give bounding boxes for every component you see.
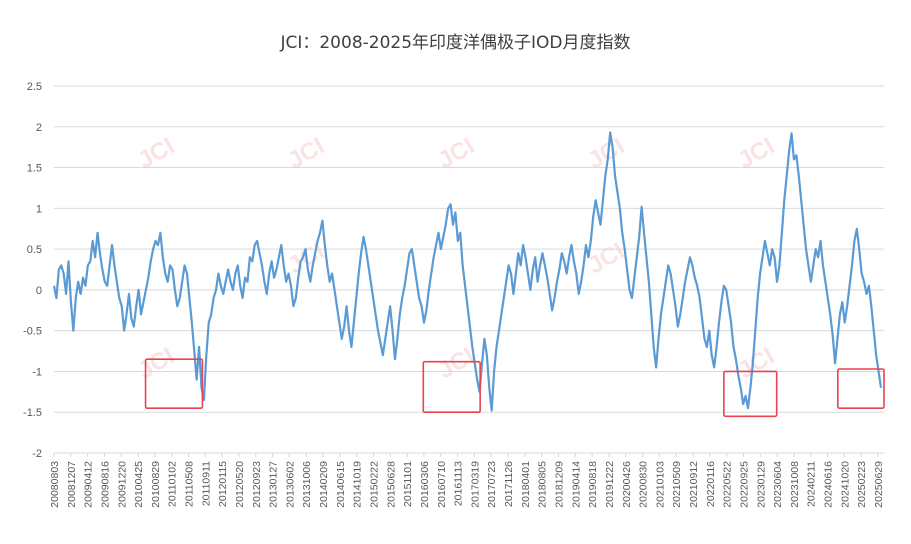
chart-title: JCI：2008-2025年印度洋偶极子IOD月度指数 [280, 33, 631, 53]
y-tick-labels: 2.5 2 1.5 1 0.5 0 -0.5 -1 -1.5 -2 [23, 81, 42, 460]
x-tick-label: 20150222 [369, 461, 381, 508]
y-tick-label: 0 [36, 285, 42, 297]
x-tick-label: 20090816 [99, 461, 111, 508]
x-tick-label: 20100829 [150, 461, 162, 508]
watermark-text: JCI [433, 132, 479, 174]
x-tick-label: 20190414 [570, 461, 582, 508]
y-tick-label: -0.5 [23, 326, 42, 338]
x-tick-label: 20180805 [537, 461, 549, 508]
x-tick-label: 20250629 [873, 461, 885, 508]
watermark-text: JCI [133, 342, 179, 384]
x-tick-label: 20170723 [486, 461, 498, 508]
x-tick-label: 20140615 [335, 461, 347, 508]
highlight-box [144, 358, 204, 409]
x-tick-label: 20240616 [823, 461, 835, 508]
x-tick-label: 20171126 [503, 461, 515, 507]
x-tick-label: 20160306 [419, 461, 431, 508]
x-tick-label: 20200830 [638, 461, 650, 508]
x-tick-label: 20081207 [66, 461, 78, 508]
watermark-text: JCI [733, 132, 779, 174]
y-tick-label: 2 [36, 122, 42, 134]
x-tick-label: 20180401 [520, 461, 532, 508]
x-tick-label: 20120520 [234, 461, 246, 508]
x-tick-label: 20230604 [772, 461, 784, 508]
x-tick-label: 20250223 [856, 461, 868, 508]
x-tick-label: 20100425 [133, 461, 145, 508]
x-tick-label: 20190818 [587, 461, 599, 508]
y-tick-label: 2.5 [27, 81, 42, 93]
highlight-box [422, 360, 481, 414]
x-tick-label: 20150628 [385, 461, 397, 508]
y-tick-label: -1 [32, 366, 42, 378]
x-tick-label: 20130602 [284, 461, 296, 508]
x-tick-label: 20120115 [217, 461, 229, 507]
watermark-text: JCI [283, 132, 329, 174]
x-tick-label: 20161113 [453, 461, 465, 506]
x-tick-label: 20210912 [688, 461, 700, 508]
series-line [52, 131, 883, 412]
x-tick-label: 20210103 [654, 461, 666, 508]
x-tick-label: 20140209 [318, 461, 330, 508]
x-tick-label: 20231008 [789, 461, 801, 508]
highlight-boxes [144, 358, 885, 418]
x-tick-label: 20240211 [806, 461, 818, 507]
x-tick-label: 20181209 [553, 461, 565, 508]
x-tick-label: 20080803 [49, 461, 61, 508]
y-tick-label: -2 [32, 448, 42, 460]
x-tick-label: 20241020 [839, 461, 851, 508]
x-tick-label: 20200426 [621, 461, 633, 508]
x-tick-label: 20151101 [402, 461, 414, 507]
x-tick-label: 20191222 [604, 461, 616, 508]
x-tick-label: 20160710 [436, 461, 448, 508]
x-tick-label: 20220522 [722, 461, 734, 508]
x-tick-label: 20220116 [705, 461, 717, 507]
y-tick-label: -1.5 [23, 407, 42, 419]
x-tick-label: 20141019 [352, 461, 364, 508]
x-tick-label: 20110911 [200, 461, 212, 506]
x-tick-label: 20220925 [738, 461, 750, 508]
x-tick-label: 20230129 [755, 461, 767, 508]
highlight-box [837, 368, 885, 409]
x-tick-label: 20110102 [167, 461, 179, 507]
highlight-box [723, 370, 778, 418]
x-tick-label: 20130127 [268, 461, 280, 508]
y-tick-label: 1 [36, 203, 42, 215]
x-tick-label: 20120923 [251, 461, 263, 508]
x-tick-labels: 20080803 20081207 20090412 20090816 20091220… [49, 453, 885, 508]
series-layer [52, 131, 883, 412]
x-tick-label: 20210509 [671, 461, 683, 508]
watermark-text: JCI [733, 342, 779, 384]
x-tick-label: 20091220 [116, 461, 128, 508]
y-tick-label: 0.5 [27, 244, 42, 256]
x-tick-label: 20131006 [301, 461, 313, 508]
x-tick-label: 20110508 [184, 461, 196, 507]
y-tick-label: 1.5 [27, 163, 42, 175]
watermark-text: JCI [133, 132, 179, 174]
x-tick-label: 20090412 [83, 461, 95, 508]
x-tick-label: 20170319 [469, 461, 481, 508]
